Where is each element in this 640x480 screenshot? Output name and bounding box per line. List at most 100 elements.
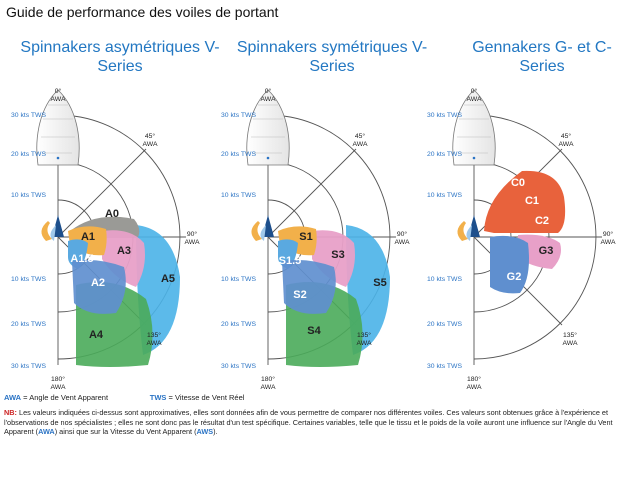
note-text-2: ) ainsi que sur la Vitesse du Vent Appar…	[54, 427, 197, 436]
label-g3: G3	[539, 245, 554, 257]
p2-wind-20-top: 20 kts TWS	[221, 151, 256, 158]
p1-wind-20-top: 20 kts TWS	[11, 151, 46, 158]
label-s15: S1.5	[279, 255, 302, 267]
p3-awa-180: AWA	[467, 384, 482, 391]
panel-2-title: Spinnakers symétriques V- Series	[227, 38, 437, 76]
p2-awa-45: AWA	[353, 141, 368, 148]
panel-1-title: Spinnakers asymétriques V- Series	[15, 38, 225, 76]
panel-3-title-line2: Series	[519, 58, 565, 75]
legend: AWA = Angle de Vent Apparent TWS = Vites…	[4, 393, 244, 402]
p2-angle-0: 0°	[265, 87, 272, 95]
p2-angle-180: 180°	[261, 375, 275, 383]
panel-3-diagram	[452, 89, 603, 366]
p1-wind-30-bot: 30 kts TWS	[11, 363, 46, 370]
zone-s2	[282, 259, 336, 314]
panel-2-title-line2: Series	[309, 58, 355, 75]
p1-wind-10-bot: 10 kts TWS	[11, 276, 46, 283]
panel-3-title: Gennakers G- et C- Series	[437, 38, 640, 76]
p1-awa-90: AWA	[185, 239, 200, 246]
p3-wind-20-bot: 20 kts TWS	[427, 321, 462, 328]
p2-angle-90: 90°	[397, 230, 408, 238]
p1-wind-20-bot: 20 kts TWS	[11, 321, 46, 328]
legend-tws-text: = Vitesse de Vent Réel	[166, 393, 245, 402]
p3-wind-10-bot: 10 kts TWS	[427, 276, 462, 283]
label-a2: A2	[91, 277, 105, 289]
label-c0: C0	[511, 177, 525, 189]
panel-3-sail-zones	[484, 170, 566, 294]
panel-1-axis-labels: 0° AWA 45° AWA 90° AWA 135° AWA 180° AWA	[51, 87, 200, 391]
page-title: Guide de performance des voiles de porta…	[6, 4, 279, 20]
p1-awa-0: AWA	[51, 96, 66, 103]
legend-awa-key: AWA	[4, 393, 22, 402]
panel-1-title-line2: Series	[97, 58, 143, 75]
panel-2-sail-labels: S1 S1.5 S2 S3 S4 S5	[279, 231, 387, 337]
p3-awa-90: AWA	[601, 239, 616, 246]
panel-1-title-line1: Spinnakers asymétriques V-	[20, 39, 220, 56]
label-g2: G2	[507, 271, 522, 283]
p3-wind-10-top: 10 kts TWS	[427, 192, 462, 199]
p2-wind-30-top: 30 kts TWS	[221, 112, 256, 119]
p2-wind-10-bot: 10 kts TWS	[221, 276, 256, 283]
panel-2-diagram	[246, 89, 397, 367]
label-a0: A0	[105, 208, 119, 220]
panel-1-diagram	[36, 89, 187, 367]
p1-angle-180: 180°	[51, 375, 65, 383]
panel-3-sail-labels: C0 C1 C2 G3 G2	[507, 177, 554, 283]
label-s3: S3	[331, 249, 344, 261]
p3-angle-180: 180°	[467, 375, 481, 383]
p2-wind-10-top: 10 kts TWS	[221, 192, 256, 199]
p2-wind-20-bot: 20 kts TWS	[221, 321, 256, 328]
zone-a2	[72, 259, 126, 314]
p2-awa-90: AWA	[395, 239, 410, 246]
panel-3-axis-labels: 0° AWA 45° AWA 90° AWA 135° AWA 180° AWA	[467, 87, 616, 391]
zone-c	[484, 170, 566, 233]
panel-1-sail-zones	[68, 216, 180, 367]
p2-awa-0: AWA	[261, 96, 276, 103]
p3-angle-45: 45°	[561, 132, 572, 140]
p1-awa-180: AWA	[51, 384, 66, 391]
p1-angle-135: 135°	[147, 331, 161, 339]
p1-wind-10-top: 10 kts TWS	[11, 192, 46, 199]
note-aws: AWS	[196, 427, 214, 436]
panel-3-title-line1: Gennakers G- et C-	[472, 39, 612, 56]
p1-angle-90: 90°	[187, 230, 198, 238]
label-a15: A1.5	[70, 253, 93, 265]
note-nb: NB:	[4, 408, 17, 417]
p1-wind-30-top: 30 kts TWS	[11, 112, 46, 119]
label-a5: A5	[161, 273, 175, 285]
legend-tws-key: TWS	[149, 393, 167, 402]
panel-1-sail-labels: A0 A1 A1.5 A2 A3 A4 A5	[70, 208, 175, 341]
panel-2-sail-zones	[278, 225, 390, 367]
p3-wind-20-top: 20 kts TWS	[427, 151, 462, 158]
panel-1-wind-labels: 30 kts TWS 20 kts TWS 10 kts TWS 10 kts …	[11, 112, 46, 370]
panel-2-wind-labels: 30 kts TWS 20 kts TWS 10 kts TWS 10 kts …	[221, 112, 256, 370]
label-a1: A1	[81, 231, 95, 243]
label-a4: A4	[89, 329, 104, 341]
label-c2: C2	[535, 215, 549, 227]
p3-awa-135: AWA	[563, 340, 578, 347]
p2-wind-30-bot: 30 kts TWS	[221, 363, 256, 370]
p3-wind-30-top: 30 kts TWS	[427, 112, 462, 119]
p2-awa-180: AWA	[261, 384, 276, 391]
p1-awa-135: AWA	[147, 340, 162, 347]
label-s1: S1	[299, 231, 312, 243]
legend-awa-text: = Angle de Vent Apparent	[21, 393, 109, 402]
zone-g2	[490, 235, 529, 294]
p2-awa-135: AWA	[357, 340, 372, 347]
p3-angle-90: 90°	[603, 230, 614, 238]
zone-s3	[312, 230, 355, 287]
label-c1: C1	[525, 195, 539, 207]
p1-awa-45: AWA	[143, 141, 158, 148]
label-s5: S5	[373, 277, 386, 289]
panel-3-wind-labels: 30 kts TWS 20 kts TWS 10 kts TWS 10 kts …	[427, 112, 462, 370]
label-a3: A3	[117, 245, 131, 257]
panel-2-title-line1: Spinnakers symétriques V-	[236, 39, 428, 56]
note-text-3: ).	[213, 427, 218, 436]
disclaimer-note: NB: Les valeurs indiquées ci-dessus sont…	[4, 408, 634, 437]
p1-angle-45: 45°	[145, 132, 156, 140]
p3-awa-0: AWA	[467, 96, 482, 103]
p2-angle-45: 45°	[355, 132, 366, 140]
note-text-1: Les valeurs indiquées ci-dessus sont app…	[4, 408, 613, 436]
panel-2-axis-labels: 0° AWA 45° AWA 90° AWA 135° AWA 180° AWA	[261, 87, 410, 391]
label-s2: S2	[293, 289, 306, 301]
